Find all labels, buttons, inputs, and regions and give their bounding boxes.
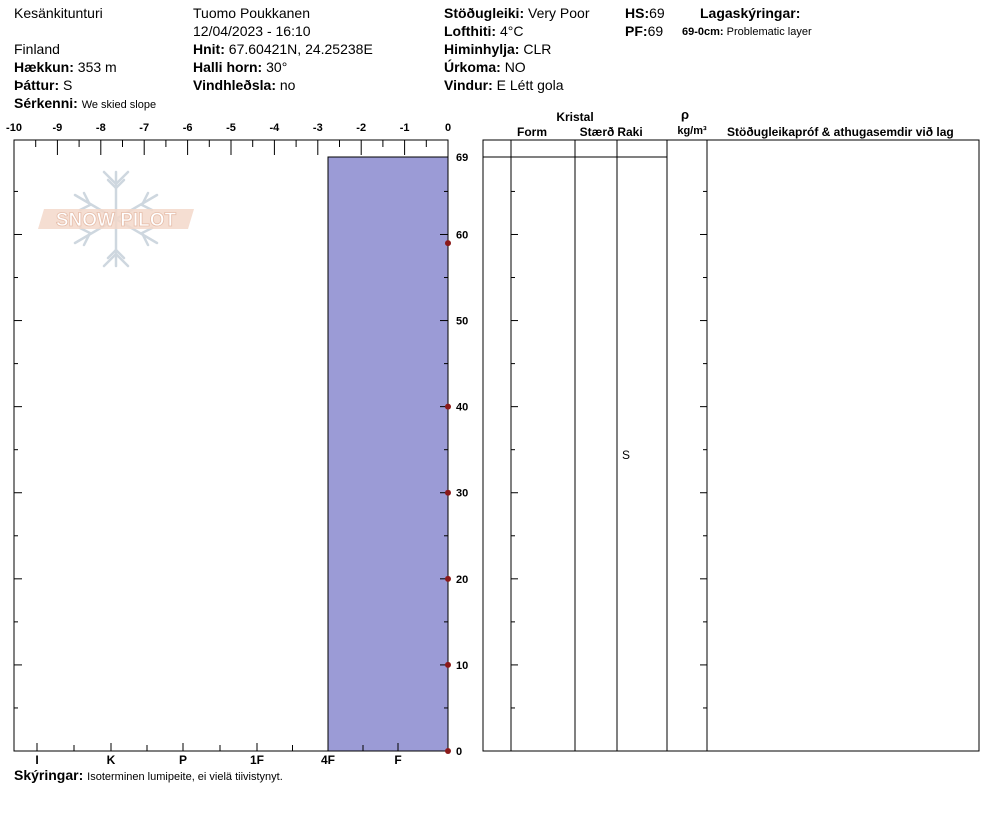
depth-tick-label: 10 <box>456 660 468 672</box>
temp-tick-label: -5 <box>226 122 236 134</box>
temp-tick-label: -10 <box>6 122 22 134</box>
temperature-point <box>445 240 451 247</box>
slope-angle: Halli horn: 30° <box>193 59 288 75</box>
layer-notes-title: Lagaskýringar: <box>700 5 801 21</box>
temp-tick-label: -7 <box>139 122 149 134</box>
header-density-unit: kg/m³ <box>677 125 707 137</box>
wind-loading: Vindhleðsla: no <box>193 77 296 93</box>
observation-datetime: 12/04/2023 - 16:10 <box>193 23 311 39</box>
stability: Stöðugleiki: Very Poor <box>444 5 590 21</box>
temperature-point <box>445 489 451 496</box>
snow-height: HS:69 <box>625 5 665 21</box>
header-moisture: Raki <box>617 125 642 139</box>
depth-tick-label: 30 <box>456 488 468 500</box>
header-tests: Stöðugleikapróf & athugasemdir við lag <box>727 125 954 139</box>
hardness-tick-label: F <box>394 753 401 767</box>
depth-tick-label: 40 <box>456 402 468 414</box>
temp-tick-label: -4 <box>270 122 281 134</box>
depth-tick-label: 60 <box>456 229 468 241</box>
temp-tick-label: -1 <box>400 122 410 134</box>
temperature-point <box>445 403 451 410</box>
location-name: Kesänkitunturi <box>14 5 103 21</box>
header-form: Form <box>517 125 547 139</box>
aspect: Þáttur: S <box>14 77 73 93</box>
temperature-point <box>445 748 451 754</box>
depth-tick-label: 69 <box>456 152 468 164</box>
coordinates: Hnit: 67.60421N, 24.25238E <box>193 41 373 57</box>
temp-tick-label: -2 <box>356 122 366 134</box>
watermark-text: SNOW PILOT <box>56 210 177 231</box>
wind: Vindur: E Létt gola <box>444 77 564 93</box>
snowpilot-logo: SNOW PILOT <box>38 170 194 268</box>
header-size: Stærð <box>580 125 615 139</box>
temp-tick-label: -8 <box>96 122 106 134</box>
depth-tick-label: 50 <box>456 316 468 328</box>
layer-note: 69-0cm: Problematic layer <box>682 26 812 38</box>
observer-name: Tuomo Poukkanen <box>193 5 310 21</box>
temp-tick-label: -9 <box>53 122 63 134</box>
precipitation: Úrkoma: NO <box>444 59 526 75</box>
notes: Skýringar: Isoterminen lumipeite, ei vie… <box>14 767 283 783</box>
hardness-tick-label: I <box>35 753 38 767</box>
hardness-tick-label: 4F <box>321 753 335 767</box>
hardness-tick-label: K <box>107 753 116 767</box>
hardness-tick-label: P <box>179 753 187 767</box>
temp-tick-label: -6 <box>183 122 193 134</box>
header-rho: ρ <box>681 107 689 122</box>
temperature-point <box>445 575 451 582</box>
penetration-foot: PF:69 <box>625 23 664 39</box>
header-kristal: Kristal <box>556 110 593 124</box>
temp-tick-label: -3 <box>313 122 323 134</box>
sky-cover: Himinhylja: CLR <box>444 41 552 57</box>
temperature-point <box>445 661 451 668</box>
temp-tick-label: 0 <box>445 122 451 134</box>
layer-table-frame <box>482 139 980 752</box>
depth-tick-label: 20 <box>456 574 468 586</box>
air-temperature: Lofthiti: 4°C <box>444 23 524 39</box>
hardness-layer-bar <box>327 156 449 752</box>
depth-tick-label: 0 <box>456 746 462 758</box>
elevation: Hækkun: 353 m <box>14 59 117 75</box>
hardness-tick-label: 1F <box>250 753 264 767</box>
features: Sérkenni: We skied slope <box>14 95 157 111</box>
layer-moisture-value: S <box>622 448 630 462</box>
country: Finland <box>14 41 60 57</box>
